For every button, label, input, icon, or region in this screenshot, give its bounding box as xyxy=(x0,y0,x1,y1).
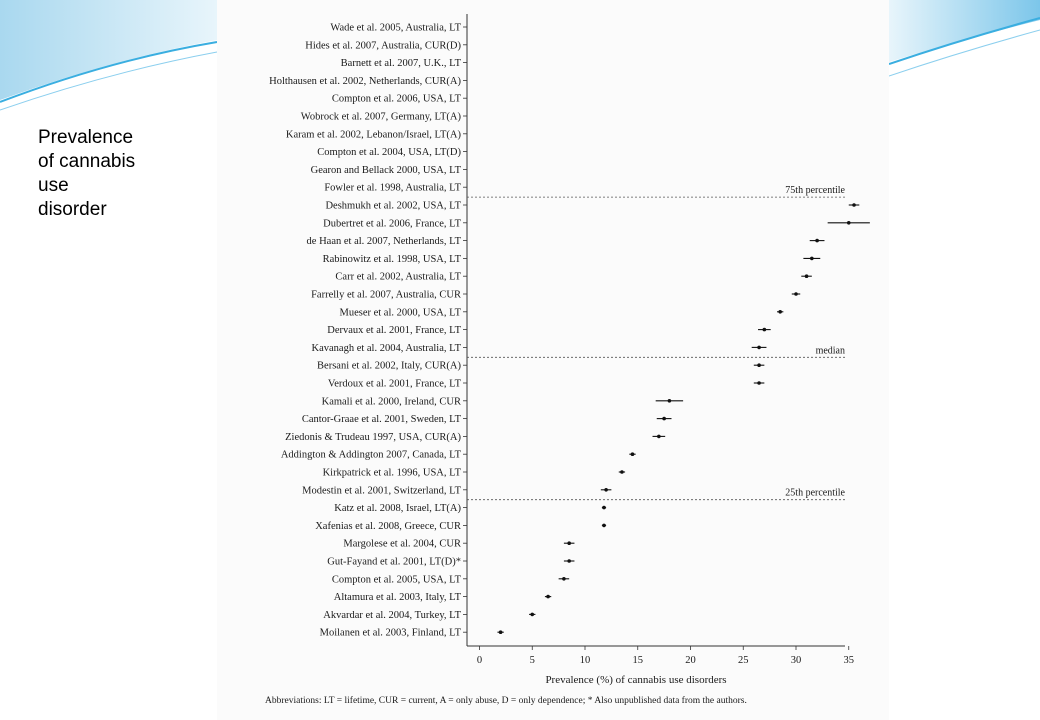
estimate-point xyxy=(794,292,798,296)
study-label: Rabinowitz et al. 1998, USA, LT xyxy=(323,254,462,265)
x-tick-label: 35 xyxy=(844,655,855,666)
estimate-point xyxy=(846,221,851,225)
study-label: Ziedonis & Trudeau 1997, USA, CUR(A) xyxy=(285,432,461,443)
figure-panel xyxy=(217,0,889,720)
study-label: Compton et al. 2006, USA, LT xyxy=(332,94,462,105)
study-label: Dubertret et al. 2006, France, LT xyxy=(323,218,461,229)
study-label: Kavanagh et al. 2004, Australia, LT xyxy=(312,343,462,354)
study-label: Carr et al. 2002, Australia, LT xyxy=(335,272,461,283)
study-label: Altamura et al. 2003, Italy, LT xyxy=(334,592,462,603)
estimate-point xyxy=(757,345,761,350)
study-label: Kirkpatrick et al. 1996, USA, LT xyxy=(323,468,462,479)
forest-plot: 75th percentile median 25th percentile Wade… xyxy=(265,14,870,706)
estimate-point xyxy=(662,416,666,421)
study-label: Kamali et al. 2000, Ireland, CUR xyxy=(322,396,461,407)
study-label: Modestin et al. 2001, Switzerland, LT xyxy=(302,485,461,496)
estimate-point xyxy=(630,452,635,457)
footnote: Abbreviations: LT = lifetime, CUR = curr… xyxy=(265,695,747,706)
study-label: Verdoux et al. 2001, France, LT xyxy=(328,379,462,390)
estimate-point xyxy=(757,363,761,368)
estimate-point xyxy=(667,399,672,403)
x-tick-label: 20 xyxy=(685,655,696,666)
estimate-point xyxy=(778,310,782,314)
estimate-point xyxy=(562,577,566,581)
estimate-point xyxy=(546,594,550,599)
right-swoosh xyxy=(888,0,1040,77)
study-label: Farrelly et al. 2007, Australia, CUR xyxy=(311,290,461,301)
study-label: Compton et al. 2005, USA, LT xyxy=(332,574,462,585)
reference-line-label: 75th percentile xyxy=(785,185,845,196)
slide-title: Prevalence of cannabis use disorder xyxy=(38,127,136,220)
study-label: Mueser et al. 2000, USA, LT xyxy=(339,307,461,318)
estimate-point xyxy=(815,238,819,243)
study-label: Moilanen et al. 2003, Finland, LT xyxy=(320,628,462,639)
study-label: Akvardar et al. 2004, Turkey, LT xyxy=(323,610,461,621)
study-label: Compton et al. 2004, USA, LT(D) xyxy=(317,147,461,158)
study-label: Karam et al. 2002, Lebanon/Israel, LT(A) xyxy=(286,129,462,140)
study-label: Wade et al. 2005, Australia, LT xyxy=(330,23,461,34)
study-label: Barnett et al. 2007, U.K., LT xyxy=(341,58,462,69)
estimate-point xyxy=(602,505,606,510)
study-label: Deshmukh et al. 2002, USA, LT xyxy=(325,201,461,212)
study-label: Wobrock et al. 2007, Germany, LT(A) xyxy=(301,112,462,123)
x-tick-label: 30 xyxy=(791,655,802,666)
study-label: Holthausen et al. 2002, Netherlands, CUR… xyxy=(269,76,461,87)
study-label: Margolese et al. 2004, CUR xyxy=(343,539,461,550)
study-label: Addington & Addington 2007, Canada, LT xyxy=(281,450,462,461)
left-swoosh xyxy=(0,0,218,111)
estimate-point xyxy=(852,203,856,207)
estimate-point xyxy=(530,612,535,617)
x-axis-title: Prevalence (%) of cannabis use disorders xyxy=(545,674,726,686)
study-label: Gearon and Bellack 2000, USA, LT xyxy=(311,165,462,176)
estimate-point xyxy=(567,541,571,545)
estimate-point xyxy=(762,327,767,332)
x-tick-label: 10 xyxy=(580,655,591,666)
estimate-point xyxy=(620,470,624,474)
study-label: Dervaux et al. 2001, France, LT xyxy=(327,325,461,336)
reference-line-label: median xyxy=(816,345,845,356)
study-label: Fowler et al. 1998, Australia, LT xyxy=(324,183,461,194)
estimate-point xyxy=(804,274,809,279)
study-label: Hides et al. 2007, Australia, CUR(D) xyxy=(305,40,461,51)
study-label: Gut-Fayand et al. 2001, LT(D)* xyxy=(327,557,461,568)
reference-line-label: 25th percentile xyxy=(785,488,845,499)
estimate-point xyxy=(567,559,571,563)
study-label: Cantor-Graae et al. 2001, Sweden, LT xyxy=(302,414,462,425)
x-tick-label: 0 xyxy=(477,655,482,666)
estimate-point xyxy=(810,256,814,261)
study-label: Bersani et al. 2002, Italy, CUR(A) xyxy=(317,361,461,372)
study-label: Katz et al. 2008, Israel, LT(A) xyxy=(334,503,461,514)
x-tick-label: 5 xyxy=(530,655,535,666)
study-label: Xafenias et al. 2008, Greece, CUR xyxy=(315,521,461,532)
estimate-point xyxy=(657,434,661,439)
x-tick-label: 15 xyxy=(633,655,644,666)
study-label: de Haan et al. 2007, Netherlands, LT xyxy=(307,236,462,247)
x-tick-label: 25 xyxy=(738,655,749,666)
estimate-point xyxy=(602,523,606,528)
estimate-point xyxy=(757,381,761,385)
estimate-point xyxy=(604,488,608,492)
estimate-point xyxy=(498,630,503,634)
